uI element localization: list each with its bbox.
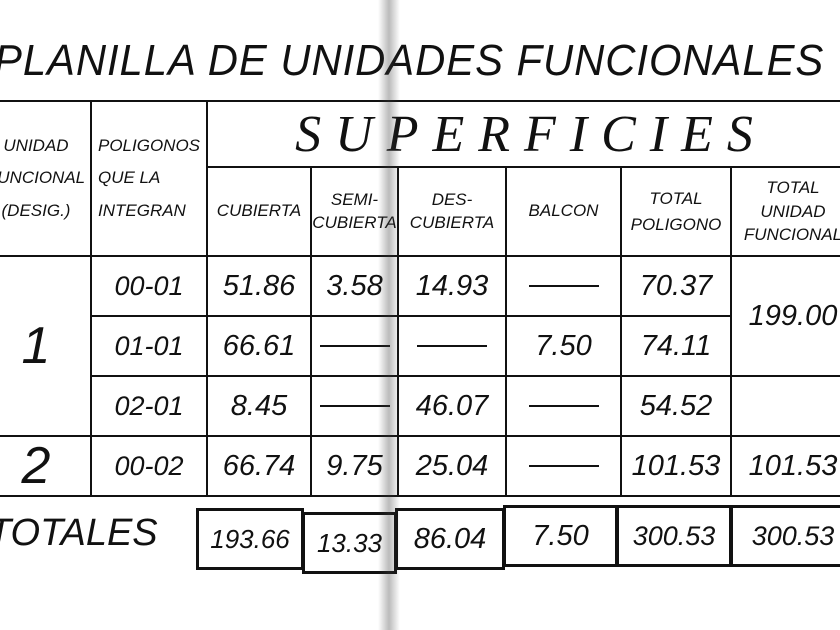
- unit-id: 2: [0, 435, 92, 497]
- cell-poligono: 02-01: [90, 375, 208, 437]
- unit-id: 1: [0, 255, 92, 437]
- document-title: PLANILLA DE UNIDADES FUNCIONALES: [0, 36, 825, 85]
- header-text: QUE LA: [98, 168, 161, 188]
- header-text: (DESIG.): [1, 200, 71, 220]
- header-balcon: BALCON: [505, 166, 622, 257]
- header-total-poligono: TOTAL POLIGONO: [620, 166, 732, 257]
- cell-total: 54.52: [620, 375, 732, 437]
- paper-fold: [378, 0, 400, 630]
- header-text: POLIGONOS: [98, 136, 201, 156]
- header-superficies: SUPERFICIES: [206, 100, 840, 168]
- header-text: CUBIERTA: [312, 212, 397, 232]
- header-text: CUBIERTA: [409, 212, 495, 232]
- cell-poligono: 00-01: [90, 255, 208, 317]
- cell-balcon: 7.50: [505, 315, 622, 377]
- total-descubierta: 86.04: [395, 508, 505, 570]
- unit-total-empty: [730, 375, 840, 437]
- header-text: FUNCIONAL: [0, 168, 86, 188]
- total-unidad-funcional: 300.53: [730, 505, 840, 567]
- total-cubierta: 193.66: [196, 508, 304, 570]
- header-text: SEMI-: [330, 190, 379, 210]
- header-text: POLIGONO: [630, 214, 722, 234]
- dash: [417, 345, 487, 347]
- total-poligono: 300.53: [616, 505, 732, 567]
- cell-cubierta: 8.45: [206, 375, 312, 437]
- header-unidad-funcional: UNIDAD FUNCIONAL (DESIG.): [0, 100, 92, 257]
- dash: [319, 405, 390, 407]
- header-text: TOTAL: [649, 189, 703, 208]
- header-total-unidad-funcional: TOTAL UNIDAD FUNCIONAL: [730, 166, 840, 257]
- total-semicubierta: 13.33: [302, 512, 397, 574]
- cell-balcon: [505, 255, 622, 317]
- header-descubierta: DES- CUBIERTA: [397, 166, 507, 257]
- cell-poligono: 00-02: [90, 435, 208, 497]
- cell-poligono: 01-01: [90, 315, 208, 377]
- total-balcon: 7.50: [503, 505, 618, 567]
- cell-balcon: [505, 375, 622, 437]
- totales-label: TOTALES: [0, 512, 158, 554]
- header-text: INTEGRAN: [98, 200, 186, 220]
- dash: [528, 465, 599, 467]
- dash: [319, 345, 390, 347]
- cell-total: 70.37: [620, 255, 732, 317]
- unit-total: 101.53: [730, 435, 840, 497]
- header-text: TOTAL: [766, 177, 820, 197]
- header-text: UNIDAD: [3, 136, 69, 156]
- cell-des: 14.93: [397, 255, 507, 317]
- cell-des: [397, 315, 507, 377]
- cell-cubierta: 66.61: [206, 315, 312, 377]
- header-cubierta: CUBIERTA: [206, 166, 312, 257]
- cell-balcon: [505, 435, 622, 497]
- dash: [528, 405, 599, 407]
- cell-des: 25.04: [397, 435, 507, 497]
- cell-cubierta: 66.74: [206, 435, 312, 497]
- cell-total: 101.53: [620, 435, 732, 497]
- cell-cubierta: 51.86: [206, 255, 312, 317]
- dash: [528, 285, 599, 287]
- cell-des: 46.07: [397, 375, 507, 437]
- header-text: FUNCIONAL: [743, 225, 840, 245]
- unit-total: 199.00: [730, 255, 840, 377]
- header-poligonos: POLIGONOS QUE LA INTEGRAN: [90, 100, 208, 257]
- header-text: DES-: [431, 190, 473, 210]
- header-text: UNIDAD: [760, 201, 826, 221]
- cell-total: 74.11: [620, 315, 732, 377]
